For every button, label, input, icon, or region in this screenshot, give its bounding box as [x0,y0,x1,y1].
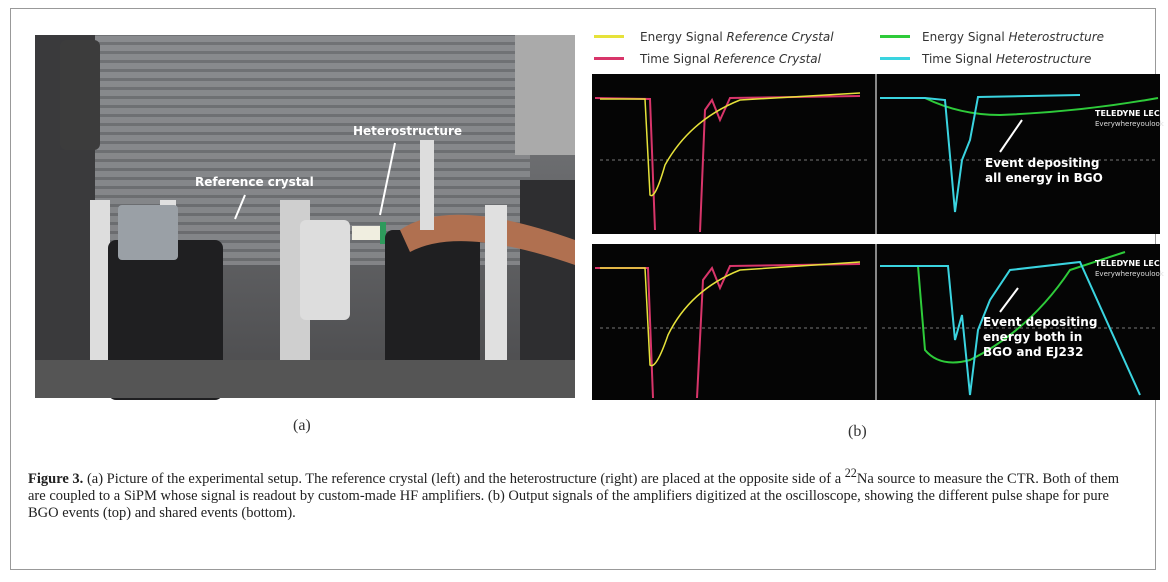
annotation: Event depositing [983,315,1097,329]
panel-caption: (b) [848,423,867,440]
caption-sup: 22 [844,466,857,480]
slogan: Everywhereyoulook [1095,270,1165,278]
legend-entry: Time Signal Reference Crystal [639,52,822,66]
legend-entry: Energy Signal Reference Crystal [640,30,834,44]
legend-entry: Energy Signal Heterostructure [922,30,1104,44]
annotation: Event depositing [985,156,1099,170]
photo: Reference crystal Heterostructure [35,35,575,400]
legend-entry: Time Signal Heterostructure [921,52,1091,66]
slogan: Everywhereyoulook [1095,120,1165,128]
oscilloscope-top: Event depositing all energy in BGO TELED… [592,74,1168,234]
panel-caption: (a) [293,417,311,434]
figure-caption: Figure 3. (a) Picture of the experimenta… [28,465,1138,522]
caption-text: Na source to measure the CTR. Both of th… [28,470,1119,521]
brand: TELEDYNE LECROY [1095,259,1168,268]
caption-label: Figure 3. [28,470,84,487]
photo-label: Heterostructure [353,124,462,138]
annotation: all energy in BGO [985,171,1103,185]
annotation: energy both in [983,330,1082,344]
photo-label: Reference crystal [195,175,314,189]
annotation: BGO and EJ232 [983,345,1084,359]
brand: TELEDYNE LECROY [1095,109,1168,118]
caption-text: (a) Picture of the experimental setup. T… [83,470,845,487]
legend: Energy Signal Reference Crystal Energy S… [594,30,1104,66]
oscilloscope-bottom: Event depositing energy both in BGO and … [592,244,1168,400]
